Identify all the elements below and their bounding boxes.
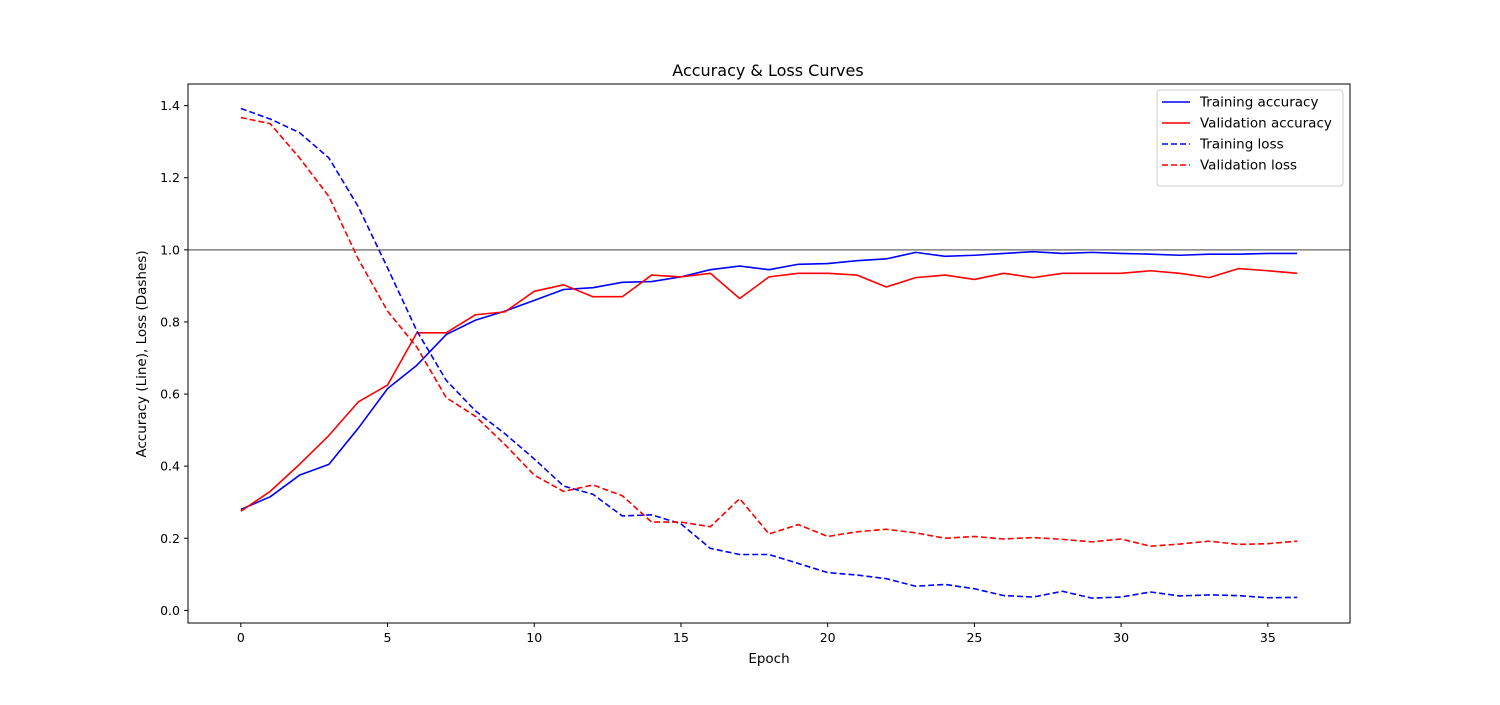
x-tick-label: 35 — [1260, 630, 1276, 645]
y-tick-label: 1.4 — [160, 98, 180, 113]
x-tick-label: 20 — [820, 630, 836, 645]
plot-area — [188, 84, 1350, 623]
chart-title: Accuracy & Loss Curves — [672, 61, 863, 80]
plot-frame — [187, 83, 1351, 624]
series-line-validation-accuracy — [240, 267, 1298, 512]
legend-label-training-accuracy: Training accuracy — [1199, 95, 1318, 111]
y-tick-label: 1.2 — [160, 170, 180, 185]
x-tick-label: 25 — [966, 630, 982, 645]
legend-box — [1156, 89, 1344, 187]
y-axis-label: Accuracy (Line), Loss (Dashes) — [134, 250, 150, 457]
y-tick-label: 1.0 — [160, 242, 180, 257]
y-tick-label: 0.0 — [160, 603, 180, 618]
series-line-training-accuracy — [240, 250, 1298, 511]
x-axis-label: Epoch — [748, 651, 789, 667]
y-tick-label: 0.8 — [160, 314, 180, 329]
y-tick-label: 0.4 — [160, 459, 180, 474]
legend: Training accuracy Validation accuracy Trai… — [1156, 89, 1344, 187]
legend-label-training-loss: Training loss — [1199, 137, 1284, 153]
x-tick-label: 15 — [673, 630, 689, 645]
y-tick-label: 0.6 — [160, 387, 180, 402]
series-line-validation-loss — [240, 116, 1298, 548]
x-tick-label: 30 — [1113, 630, 1129, 645]
x-tick-label: 10 — [526, 630, 542, 645]
legend-label-validation-accuracy: Validation accuracy — [1200, 116, 1332, 132]
x-axis-ticks: 0 5 10 15 20 25 30 35 — [237, 623, 1276, 645]
y-tick-label: 0.2 — [160, 531, 180, 546]
series-layer — [240, 107, 1298, 599]
x-tick-label: 5 — [384, 630, 392, 645]
x-tick-label: 0 — [237, 630, 245, 645]
legend-label-validation-loss: Validation loss — [1200, 158, 1297, 174]
y-axis-ticks: 0.0 0.2 0.4 0.6 0.8 1.0 1.2 1.4 — [160, 98, 188, 618]
